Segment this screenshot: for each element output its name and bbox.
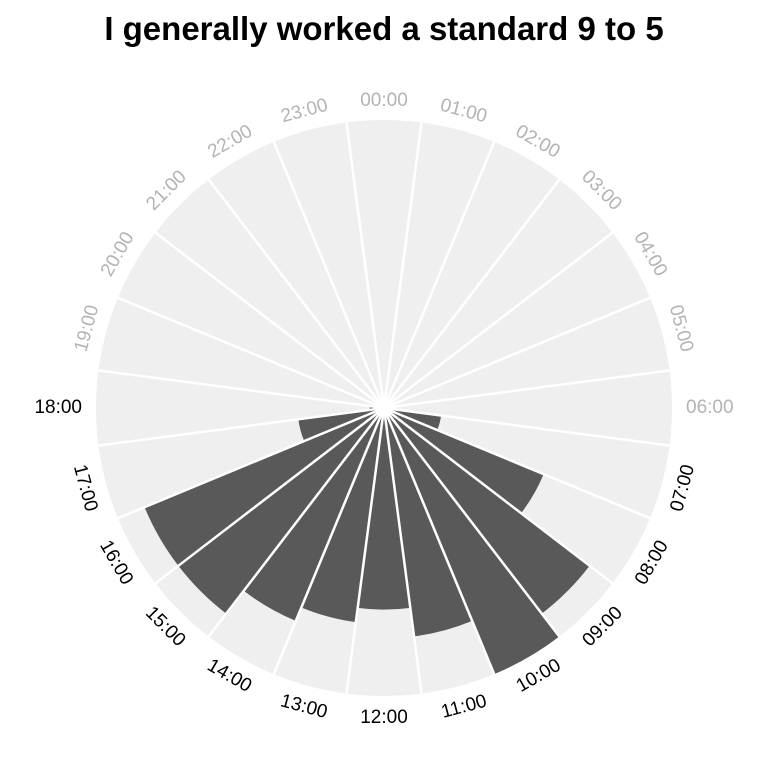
tick-label-0600: 06:00 <box>686 397 734 418</box>
tick-label-0700: 07:00 <box>666 462 699 513</box>
tick-label-0500: 05:00 <box>665 303 698 354</box>
bar-1100 <box>384 408 473 637</box>
spoke-line <box>383 369 670 410</box>
spoke-line <box>154 231 385 409</box>
spoke-line <box>207 407 385 638</box>
spoke-line <box>345 407 386 694</box>
spoke-line <box>382 407 423 694</box>
spoke-line <box>382 407 496 675</box>
spoke-line <box>98 369 385 410</box>
tick-label-1800: 18:00 <box>34 397 82 418</box>
spoke-line <box>154 407 385 585</box>
tick-label-1100: 11:00 <box>439 691 489 723</box>
spoke-line <box>207 178 385 409</box>
bar-1200 <box>357 408 411 610</box>
bar-1600 <box>144 408 384 566</box>
tick-label-0100: 01:00 <box>438 95 489 128</box>
spoke-line <box>383 231 614 409</box>
spoke-line <box>382 141 496 409</box>
tick-label-1200: 12:00 <box>360 707 408 728</box>
bar-1400 <box>243 408 384 621</box>
spoke-line <box>117 406 385 520</box>
spoke-line <box>382 122 423 409</box>
tick-label-0000: 00:00 <box>360 90 408 111</box>
spoke-line <box>383 406 670 447</box>
spoke-line <box>272 407 386 675</box>
tick-label-1900: 19:00 <box>71 303 104 354</box>
bar-1300 <box>301 408 384 623</box>
tick-label-1300: 13:00 <box>278 690 329 723</box>
bar-0800 <box>384 408 544 514</box>
tick-label-2300: 23:00 <box>279 95 330 128</box>
spoke-line <box>383 407 614 585</box>
chart-title: I generally worked a standard 9 to 5 <box>104 10 664 47</box>
spoke-line <box>383 407 561 638</box>
tick-label-1700: 17:00 <box>69 462 102 513</box>
spokes-layer <box>98 122 670 694</box>
spoke-line <box>117 296 385 410</box>
spoke-line <box>272 141 386 409</box>
bar-1000 <box>384 408 560 675</box>
spoke-line <box>345 122 386 409</box>
spoke-line <box>383 406 651 520</box>
spoke-line <box>383 296 651 410</box>
bar-0900 <box>384 408 590 614</box>
bar-1500 <box>178 408 384 614</box>
spoke-line <box>98 406 385 447</box>
spoke-line <box>383 178 561 409</box>
